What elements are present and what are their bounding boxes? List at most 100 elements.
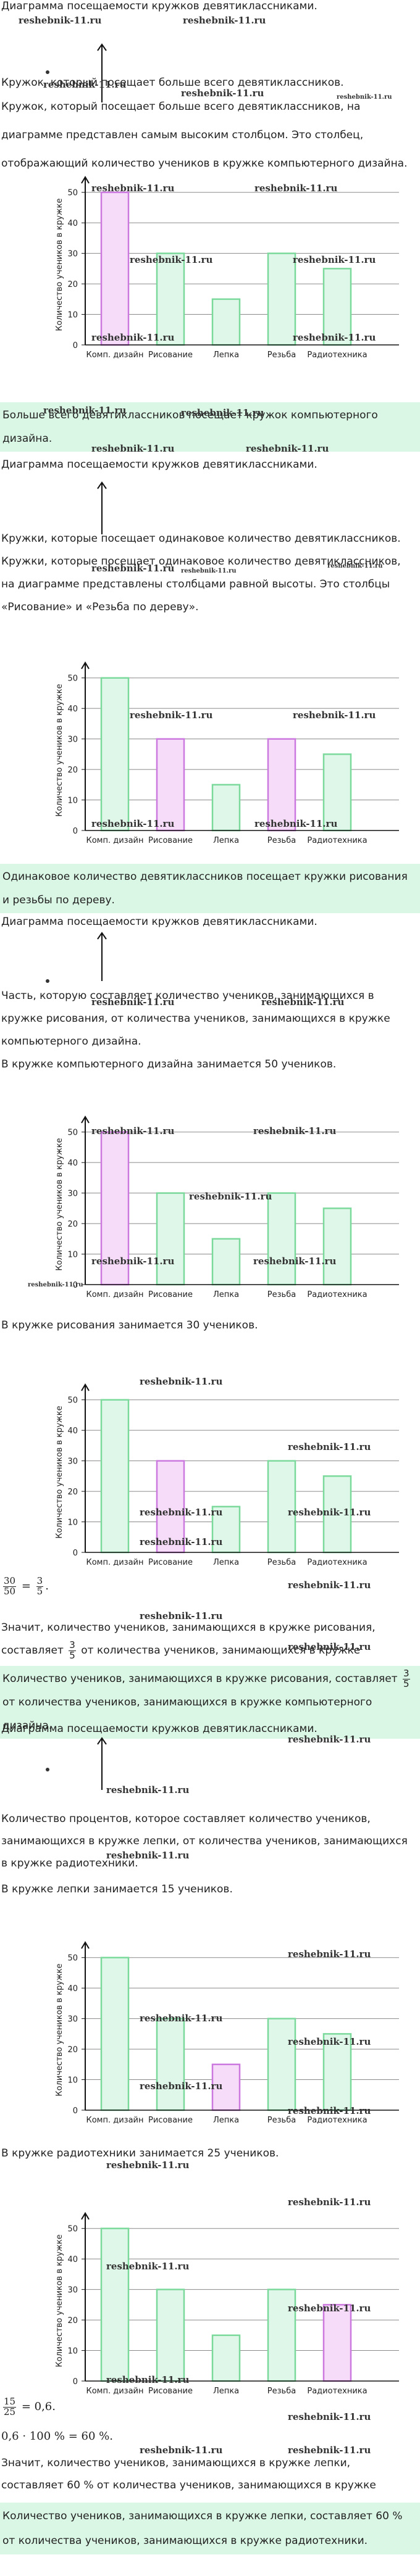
fraction: 30 50 (3, 1576, 17, 1597)
bar (322, 753, 352, 832)
watermark: reshebnik-11.ru (91, 563, 175, 574)
axis-arrow (81, 2212, 90, 2220)
watermark: reshebnik-11.ru (254, 183, 338, 194)
chart: Количество учеников в кружке 0 10 20 30 40 50 К… (55, 1383, 399, 1567)
watermark: reshebnik-11.ru (288, 1734, 371, 1745)
y-tick-label: 20 (67, 766, 78, 775)
watermark: reshebnik-11.ru (261, 996, 345, 1008)
watermark: reshebnik-11.ru (288, 2445, 371, 2456)
y-tick-label: 30 (67, 1457, 78, 1467)
chart: Количество учеников в кружке 0 10 20 30 40 50 К… (55, 1116, 399, 1299)
x-tick-label: Радиотехника (307, 2387, 367, 2396)
denominator: 5 (403, 1678, 410, 1689)
y-tick-label: 10 (67, 2076, 78, 2085)
bar (267, 738, 296, 832)
watermark: reshebnik-11.ru (91, 332, 175, 343)
watermark: reshebnik-11.ru (106, 2160, 190, 2171)
fraction: 15 25 (3, 2395, 17, 2417)
bar (322, 1207, 352, 1286)
chart: Количество учеников в кружке 0 10 20 30 40 50 К… (55, 661, 399, 845)
x-tick-label: Лепка (213, 350, 239, 360)
answer: Одинаковое количество девятиклассников п… (0, 864, 420, 913)
watermark: reshebnik-11.ru (181, 407, 264, 418)
x-tick-label: Лепка (213, 2387, 239, 2396)
watermark: reshebnik-11.ru (140, 1610, 223, 1621)
y-axis-label: Количество учеников в кружке (55, 1138, 64, 1270)
y-tick-label: 10 (67, 2347, 78, 2356)
y-tick-label: 40 (67, 2255, 78, 2264)
chart: Количество учеников в кружке 0 10 20 30 40 50 К… (55, 2212, 399, 2396)
numerator: 15 (3, 2395, 17, 2408)
y-tick-label: 0 (73, 1549, 78, 1558)
y-tick-label: 30 (67, 735, 78, 745)
watermark: reshebnik-11.ru (91, 1256, 175, 1267)
x-tick-label: Радиотехника (307, 350, 367, 360)
denominator: 5 (36, 1585, 43, 1597)
x-tick-label: Радиотехника (307, 1290, 367, 1299)
watermark: reshebnik-11.ru (181, 568, 237, 574)
watermark: reshebnik-11.ru (288, 2036, 371, 2047)
watermark: reshebnik-11.ru (288, 1507, 371, 1518)
chart: Количество учеников в кружке 0 10 20 30 40 50 К… (55, 1941, 399, 2125)
bar (211, 784, 241, 832)
numerator: 3 (69, 1639, 76, 1651)
y-axis-label: Количество учеников в кружке (55, 684, 64, 816)
x-tick-label: Радиотехника (307, 1558, 367, 1567)
x-tick-label: Резьба (267, 1558, 296, 1567)
watermark: reshebnik-11.ru (106, 1784, 190, 1795)
bar (322, 2033, 352, 2111)
y-tick-label: 20 (67, 1220, 78, 1229)
bar (322, 1475, 352, 1554)
watermark: reshebnik-11.ru (254, 818, 338, 829)
bar (211, 298, 241, 346)
x-tick-label: Лепка (213, 836, 239, 845)
bar (156, 738, 185, 832)
step: В кружке радиотехники занимается 25 учен… (1, 2147, 279, 2160)
y-tick-label: 30 (67, 2286, 78, 2295)
arrow-icon (97, 43, 107, 102)
y-tick-label: 40 (67, 1427, 78, 1436)
bar (100, 677, 130, 832)
watermark: reshebnik-11.ru (288, 2303, 371, 2314)
y-tick-label: 50 (67, 1129, 78, 1138)
watermark: reshebnik-11.ru (19, 15, 102, 26)
watermark: reshebnik-11.ru (140, 2081, 223, 2092)
y-tick-label: 50 (67, 2225, 78, 2234)
x-tick-label: Рисование (148, 836, 193, 845)
operator: = (21, 1580, 31, 1592)
watermark: reshebnik-11.ru (130, 254, 213, 265)
numerator: 3 (36, 1575, 44, 1587)
x-tick-label: Комп. дизайн (86, 836, 143, 845)
watermark: reshebnik-11.ru (91, 183, 175, 194)
watermark: reshebnik-11.ru (106, 2374, 190, 2385)
question: Кружок, который посещает больше всего де… (1, 77, 344, 89)
step: В кружке рисования занимается 30 ученико… (1, 1319, 258, 1331)
watermark: reshebnik-11.ru (293, 332, 376, 343)
axis-arrow (81, 1383, 90, 1391)
bar (100, 191, 130, 346)
y-tick-label: 10 (67, 311, 78, 320)
bullet-icon (46, 979, 49, 983)
axis-arrow (81, 1116, 90, 1124)
watermark: reshebnik-11.ru (91, 443, 175, 454)
formula: 15 25 = 0,6. (1, 2395, 415, 2418)
x-tick-label: Радиотехника (307, 836, 367, 845)
y-tick-label: 0 (73, 341, 78, 350)
y-tick-label: 0 (73, 827, 78, 836)
watermark: reshebnik-11.ru (288, 2411, 371, 2422)
punctuation: . (45, 1580, 49, 1592)
y-axis-label: Количество учеников в кружке (55, 198, 64, 331)
watermark: reshebnik-11.ru (327, 563, 383, 569)
watermark: reshebnik-11.ru (189, 1191, 272, 1202)
answer: Больше всего девятиклассников посещает к… (0, 402, 420, 452)
y-tick-label: 50 (67, 1954, 78, 1963)
y-tick-label: 0 (73, 2106, 78, 2116)
x-tick-label: Рисование (148, 1290, 193, 1299)
y-tick-label: 30 (67, 250, 78, 259)
y-axis-label: Количество учеников в кружке (55, 1963, 64, 2096)
text: Значит, количество учеников, занимающихс… (1, 1621, 376, 1657)
explanation: Кружки, которые посещает одинаковое коли… (1, 555, 401, 613)
